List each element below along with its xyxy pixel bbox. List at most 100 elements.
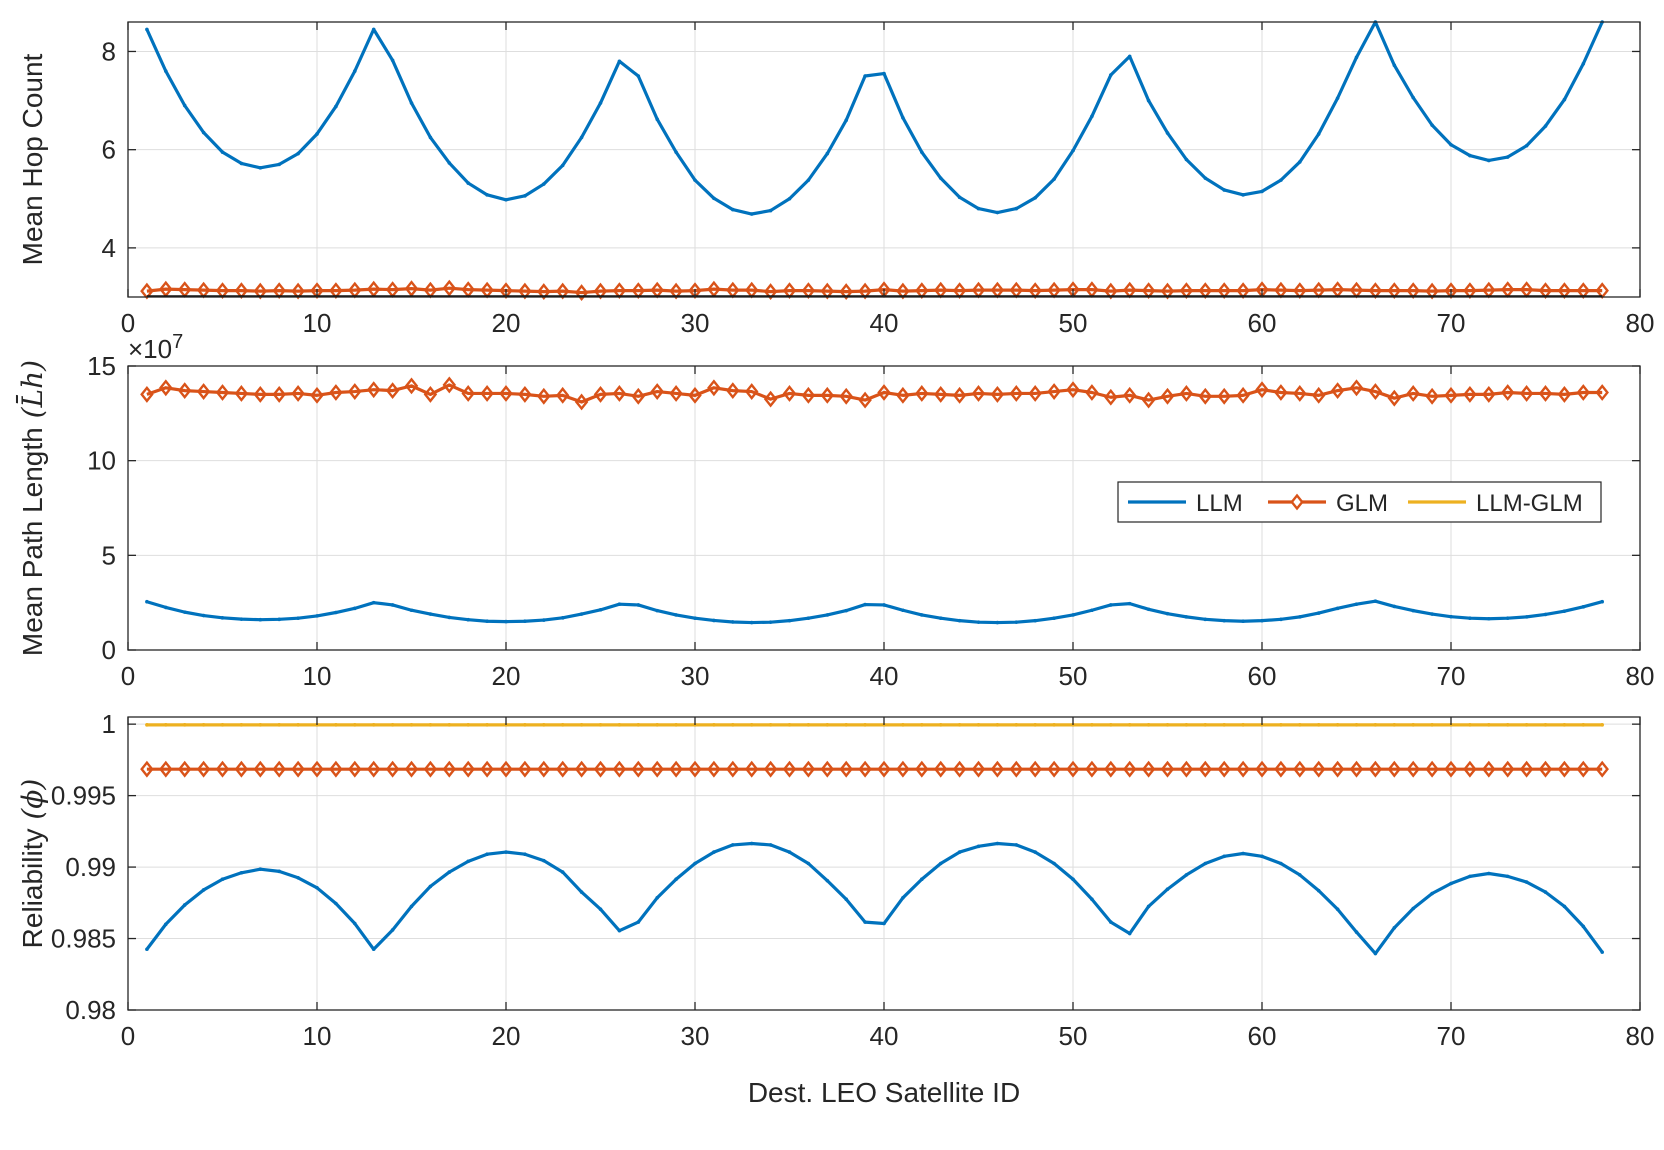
data-point-llm bbox=[220, 877, 225, 882]
data-point-glm bbox=[1387, 760, 1402, 778]
data-point-llm bbox=[957, 850, 962, 854]
data-point-llm bbox=[409, 101, 414, 105]
data-point-llm bbox=[277, 869, 282, 874]
data-point-llm bbox=[976, 206, 981, 211]
data-point-llm bbox=[1165, 611, 1170, 616]
data-point-glm bbox=[593, 385, 608, 403]
data-point-llm bbox=[485, 619, 489, 624]
data-point-glm bbox=[971, 760, 986, 778]
data-point-llm bbox=[1449, 142, 1453, 147]
legend-marker-glm bbox=[1290, 493, 1304, 511]
data-point-llm bbox=[504, 619, 508, 624]
data-point-llm bbox=[1562, 609, 1567, 613]
data-point-llm bbox=[882, 603, 886, 607]
x-tick-label: 60 bbox=[1248, 1021, 1277, 1051]
data-point-glm bbox=[1085, 384, 1099, 401]
data-point-llm-glm bbox=[145, 723, 149, 727]
data-point-llm bbox=[1392, 604, 1397, 609]
data-point-llm bbox=[1487, 616, 1491, 621]
data-point-llm bbox=[220, 150, 225, 154]
data-point-llm bbox=[1146, 904, 1151, 909]
data-point-llm bbox=[1600, 599, 1604, 604]
data-point-llm-glm bbox=[1127, 723, 1132, 727]
data-point-llm bbox=[1411, 95, 1415, 100]
data-point-glm bbox=[744, 760, 759, 778]
data-point-glm bbox=[499, 760, 513, 778]
data-point-glm bbox=[801, 386, 816, 404]
data-point-llm-glm bbox=[523, 723, 527, 727]
data-point-glm bbox=[1028, 760, 1042, 778]
data-point-llm-glm bbox=[1487, 723, 1491, 727]
data-point-llm bbox=[296, 616, 300, 620]
data-point-glm bbox=[385, 382, 400, 400]
data-point-llm bbox=[674, 613, 678, 617]
data-point-llm bbox=[712, 196, 716, 201]
data-point-llm bbox=[390, 58, 395, 63]
data-point-llm-glm bbox=[220, 723, 225, 727]
data-point-llm bbox=[579, 890, 584, 894]
data-point-glm bbox=[650, 760, 664, 778]
data-point-glm bbox=[1293, 760, 1307, 778]
data-point-glm bbox=[1255, 381, 1269, 399]
data-point-llm bbox=[579, 135, 584, 140]
data-point-glm bbox=[423, 385, 438, 403]
y-tick-label: 0.995 bbox=[51, 781, 116, 811]
x-tick-label: 80 bbox=[1626, 661, 1655, 691]
data-point-llm bbox=[1298, 160, 1302, 164]
data-point-llm bbox=[655, 896, 659, 900]
data-point-llm bbox=[1411, 608, 1415, 613]
data-point-llm-glm bbox=[1014, 723, 1019, 727]
y-tick-label: 0.985 bbox=[51, 924, 116, 954]
data-point-llm-glm bbox=[258, 723, 263, 727]
x-tick-label: 50 bbox=[1059, 308, 1088, 338]
data-point-llm-glm bbox=[409, 723, 414, 727]
x-tick-label: 0 bbox=[121, 308, 135, 338]
data-point-glm bbox=[1141, 760, 1156, 778]
data-point-llm bbox=[466, 617, 471, 622]
data-point-llm bbox=[712, 850, 716, 854]
x-tick-label: 0 bbox=[121, 1021, 135, 1051]
data-point-glm bbox=[877, 760, 891, 778]
data-point-llm-glm bbox=[1052, 723, 1056, 727]
data-point-glm bbox=[234, 760, 249, 778]
data-point-llm bbox=[315, 614, 319, 618]
data-point-glm bbox=[310, 386, 324, 404]
data-point-llm bbox=[277, 617, 282, 622]
data-point-llm bbox=[844, 897, 848, 902]
data-point-glm bbox=[1311, 386, 1326, 404]
data-point-glm bbox=[272, 385, 286, 403]
data-point-glm bbox=[1387, 389, 1402, 407]
data-point-llm bbox=[1127, 931, 1132, 936]
x-tick-label: 20 bbox=[492, 308, 521, 338]
data-point-llm bbox=[1524, 143, 1529, 148]
data-point-glm bbox=[215, 760, 230, 778]
data-point-llm bbox=[353, 606, 357, 611]
data-point-glm bbox=[537, 387, 551, 405]
series-line-glm bbox=[146, 383, 1603, 404]
data-point-glm bbox=[140, 760, 154, 778]
data-point-llm bbox=[428, 612, 433, 616]
x-tick-label: 10 bbox=[303, 661, 332, 691]
data-point-glm bbox=[404, 760, 419, 778]
data-point-glm bbox=[1293, 385, 1307, 402]
data-point-llm bbox=[466, 859, 471, 864]
data-point-glm bbox=[1179, 760, 1194, 778]
data-point-llm bbox=[1524, 615, 1529, 619]
data-point-llm bbox=[1354, 602, 1359, 606]
data-point-glm bbox=[631, 760, 646, 778]
data-point-glm bbox=[234, 385, 249, 402]
data-point-llm bbox=[1392, 926, 1397, 930]
data-point-llm bbox=[1071, 877, 1075, 882]
data-point-glm bbox=[366, 381, 381, 399]
data-point-llm bbox=[768, 843, 773, 847]
data-point-llm bbox=[1184, 157, 1189, 162]
data-point-llm bbox=[920, 877, 924, 882]
data-point-llm bbox=[825, 151, 830, 156]
data-point-glm bbox=[896, 386, 910, 404]
data-point-llm bbox=[258, 166, 263, 170]
data-point-glm bbox=[1066, 760, 1080, 778]
data-point-glm bbox=[915, 385, 929, 402]
data-point-llm-glm bbox=[976, 723, 981, 727]
data-point-llm bbox=[1071, 148, 1075, 153]
